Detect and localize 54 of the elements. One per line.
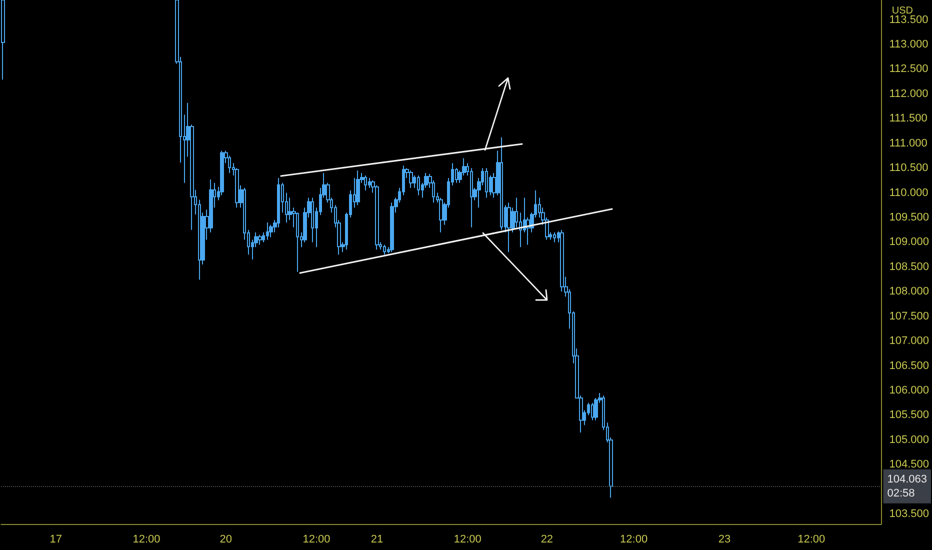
y-tick-label: 113.500 bbox=[889, 14, 928, 26]
x-tick-label: 12:00 bbox=[454, 534, 482, 546]
candlestick bbox=[594, 397, 598, 421]
text: 02:58 bbox=[887, 487, 915, 500]
ref-line-label: 104.063 bbox=[887, 473, 928, 486]
candlestick bbox=[591, 402, 594, 421]
x-tick-label: 23 bbox=[718, 534, 731, 546]
candlestick bbox=[417, 174, 420, 196]
x-tick-label: 12:00 bbox=[132, 534, 160, 546]
candlestick bbox=[220, 150, 224, 196]
candlestick bbox=[375, 184, 379, 250]
y-tick-label: 106.000 bbox=[889, 384, 930, 397]
y-tick-label: 112.500 bbox=[889, 63, 928, 76]
candlestick bbox=[269, 224, 273, 238]
candlestick bbox=[507, 202, 511, 253]
candlestick bbox=[258, 234, 262, 246]
candlestick bbox=[500, 136, 503, 230]
x-tick-label: 12:00 bbox=[798, 534, 826, 546]
y-tick-label: 109.000 bbox=[889, 236, 930, 248]
y-tick-label: 107.000 bbox=[889, 335, 930, 348]
candlestick bbox=[228, 155, 231, 174]
y-tick-label: 109.500 bbox=[889, 212, 930, 224]
candlestick bbox=[1, 0, 5, 80]
y-tick-label: 110.000 bbox=[889, 186, 928, 199]
x-tick-label: 12:00 bbox=[302, 534, 330, 546]
y-tick-label: 108.000 bbox=[889, 286, 930, 298]
candlestick bbox=[356, 170, 360, 206]
x-tick-label: 20 bbox=[220, 534, 232, 546]
x-tick-label: 22 bbox=[540, 534, 554, 546]
y-tick-label: 112.000 bbox=[889, 88, 928, 100]
y-tick-label: 108.500 bbox=[889, 260, 930, 273]
candlestick bbox=[553, 232, 556, 243]
y-tick-label: 104.500 bbox=[889, 458, 930, 471]
candlestick bbox=[560, 229, 564, 292]
candlestick bbox=[439, 197, 443, 233]
candlestick bbox=[364, 174, 367, 191]
y-tick-label: 113.000 bbox=[889, 38, 928, 50]
y-tick-label: 111.000 bbox=[889, 137, 928, 150]
y-tick-label: 111.500 bbox=[889, 112, 928, 125]
candlestick bbox=[311, 197, 314, 243]
candlestick bbox=[485, 168, 488, 198]
y-tick-label: 110.500 bbox=[889, 162, 928, 174]
x-tick-label: 21 bbox=[370, 534, 384, 546]
y-tick-label: 105.500 bbox=[889, 409, 930, 422]
y-tick-label: 106.500 bbox=[889, 360, 930, 372]
y-tick-label: 107.500 bbox=[889, 310, 930, 322]
candlestick bbox=[266, 222, 269, 240]
y-tick-label: 103.500 bbox=[889, 508, 930, 520]
x-tick-label: 12:00 bbox=[620, 534, 648, 546]
x-tick-label: 17 bbox=[50, 534, 62, 546]
y-axis-title: USD bbox=[892, 6, 914, 16]
candlestick bbox=[383, 244, 386, 256]
candlestick bbox=[409, 170, 413, 188]
y-tick-label: 105.000 bbox=[889, 434, 930, 446]
